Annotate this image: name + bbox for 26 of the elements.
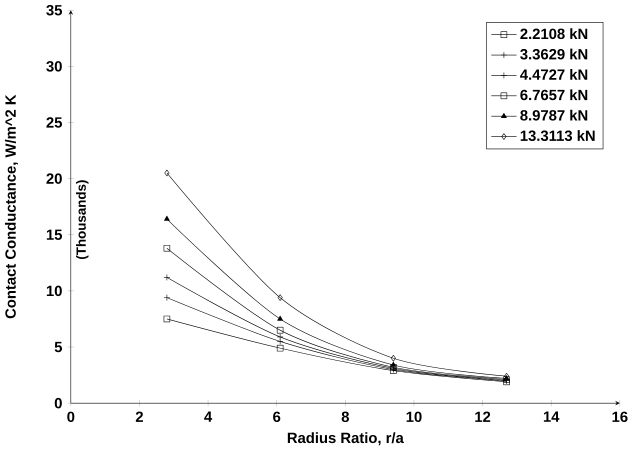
x-tick-label: 8 [342, 411, 349, 422]
annotation: (Thousands) [76, 180, 88, 259]
x-tick-label: 14 [544, 411, 560, 422]
x-tick-label: 10 [406, 411, 422, 422]
legend-label: 8.9787 kN [520, 110, 588, 120]
x-tick-label: 16 [612, 411, 628, 422]
y-tick-label: 35 [46, 4, 62, 16]
legend-label: 4.4727 kN [520, 68, 588, 80]
y-tick-label: 30 [46, 60, 62, 72]
y-tick-label: 10 [46, 286, 62, 296]
y-tick-label: 5 [54, 342, 62, 352]
x-tick-label: 2 [136, 411, 143, 422]
legend-label: 2.2108 kN [520, 28, 588, 39]
y-axis-title: Contact Conductance, W/m^2 K [4, 94, 18, 318]
x-tick-label: 6 [273, 411, 280, 422]
y-tick-label: 15 [46, 229, 62, 240]
legend-label: 6.7657 kN [520, 89, 588, 100]
legend-label: 13.3113 kN [520, 130, 595, 141]
x-tick-label: 4 [204, 411, 212, 422]
y-tick-label: 20 [46, 173, 62, 184]
y-tick-label: 0 [54, 398, 62, 408]
x-tick-label: 0 [67, 411, 74, 422]
legend-label: 3.3629 kN [520, 48, 588, 60]
x-tick-label: 12 [475, 411, 490, 422]
x-axis-title: Radius Ratio, r/a [288, 432, 404, 446]
y-tick-label: 25 [46, 117, 62, 128]
